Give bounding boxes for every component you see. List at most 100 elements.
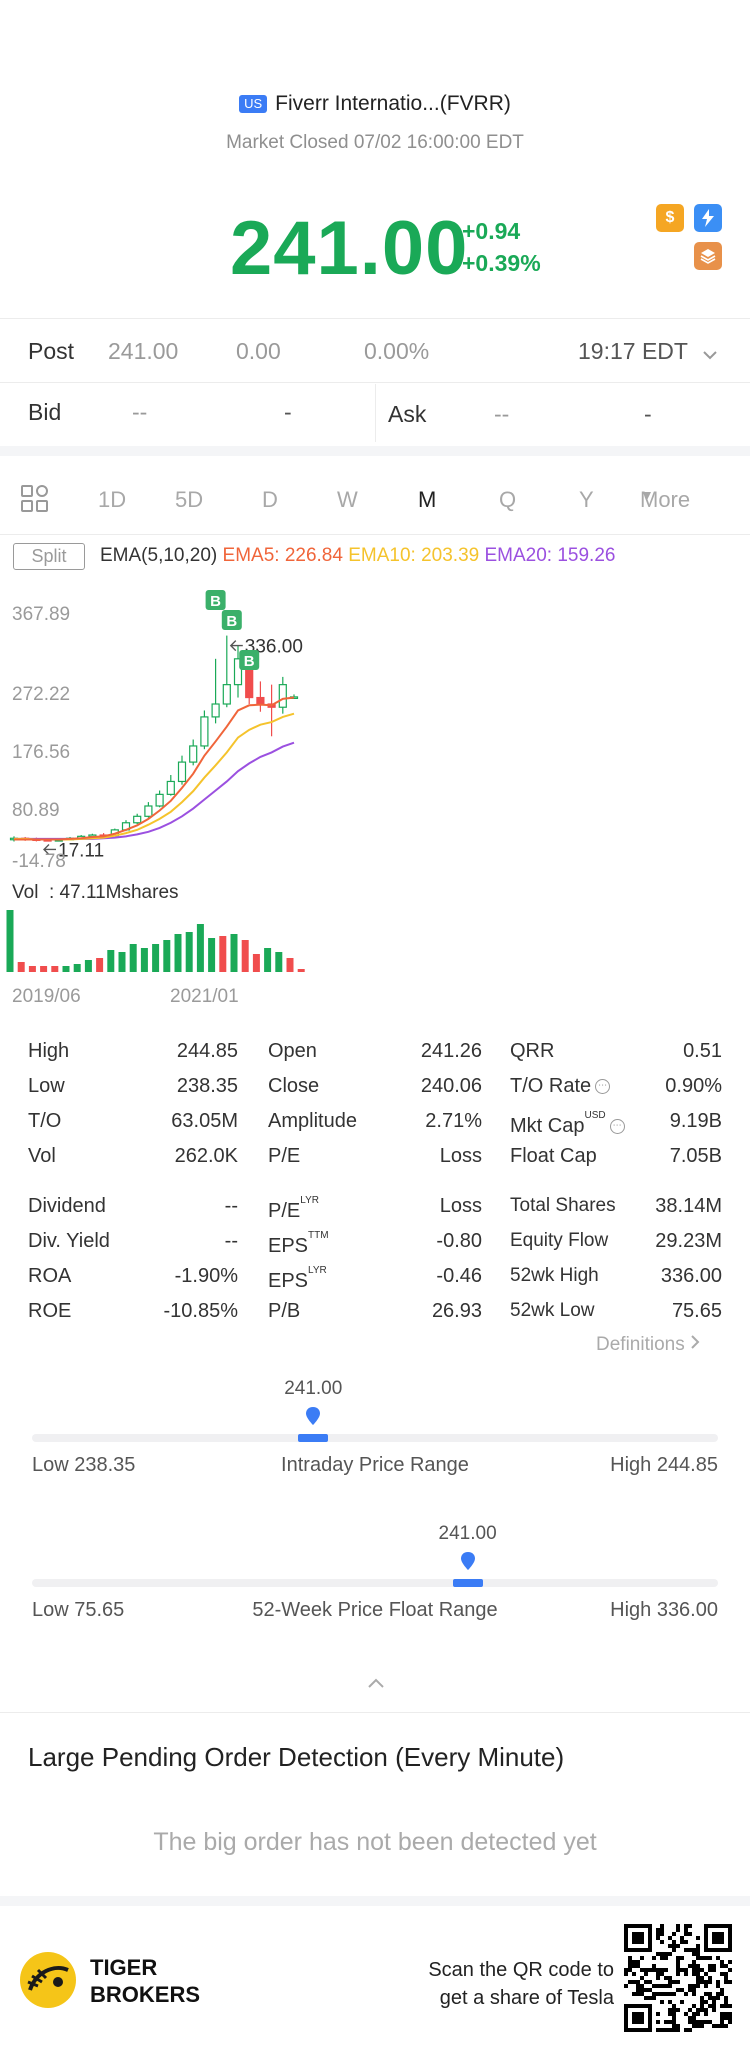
range-high: High 244.85 <box>610 1454 718 1476</box>
stock-title[interactable]: US Fiverr Internatio...(FVRR) <box>0 92 750 116</box>
qr-cta: Scan the QR code to get a share of Tesla <box>428 1956 614 2012</box>
candle-body <box>211 703 220 718</box>
qr-module <box>688 1924 692 1928</box>
qr-module <box>704 2012 708 2016</box>
qr-module <box>656 2012 660 2016</box>
stat-label: Vol <box>28 1145 56 1167</box>
qr-module <box>708 1996 712 2000</box>
qr-module <box>656 2028 660 2032</box>
qr-module <box>668 2012 672 2016</box>
tab-w[interactable]: W <box>337 487 358 512</box>
stat-value: Loss <box>439 1195 482 1217</box>
volume-bar <box>163 940 171 972</box>
stat-value: -10.85% <box>163 1300 239 1322</box>
qr-module <box>660 1928 664 1932</box>
chevron-up-icon[interactable] <box>366 1676 386 1694</box>
range-track <box>32 1434 718 1442</box>
stat-value: Loss <box>439 1145 482 1167</box>
qr-module <box>644 1968 648 1972</box>
stat-value: 240.06 <box>420 1075 482 1097</box>
qr-module <box>688 2008 692 2012</box>
qr-module <box>688 2028 692 2032</box>
qr-module <box>680 1936 684 1940</box>
qr-module <box>660 2000 664 2004</box>
qr-module <box>692 2020 696 2024</box>
tab-q[interactable]: Q <box>499 487 517 512</box>
candle-body <box>166 780 175 795</box>
tab-5d[interactable]: 5D <box>175 487 204 512</box>
qr-module <box>688 1932 692 1936</box>
range-current-value: 241.00 <box>284 1378 343 1399</box>
qr-module <box>700 1956 704 1960</box>
stat-value: -- <box>224 1195 238 1217</box>
qr-module <box>708 1976 712 1980</box>
qr-module <box>708 2020 712 2024</box>
stock-name: Fiverr Internatio...(FVRR) <box>275 92 511 115</box>
qr-module <box>716 1992 720 1996</box>
dollar-icon[interactable]: $ <box>656 204 684 232</box>
qr-module <box>668 1936 672 1940</box>
info-icon[interactable]: ⋯ <box>609 1119 625 1135</box>
low-arrow-icon <box>43 843 56 855</box>
qr-module <box>672 1980 676 1984</box>
qr-module <box>628 1956 632 1960</box>
price-change: +0.94 +0.39% <box>462 215 541 279</box>
qr-module <box>684 2028 688 2032</box>
qr-module <box>696 1976 700 1980</box>
qr-module <box>688 1948 692 1952</box>
tab-1d[interactable]: 1D <box>98 487 127 512</box>
qr-module <box>640 1956 644 1960</box>
qr-module <box>728 1980 732 1984</box>
tab-y[interactable]: Y <box>579 487 594 512</box>
qr-module <box>684 2012 688 2016</box>
stat-value: 241.26 <box>420 1040 482 1062</box>
qr-module <box>688 2020 692 2024</box>
definitions-link[interactable]: Definitions <box>596 1334 700 1356</box>
qr-module <box>720 1960 724 1964</box>
qr-module <box>696 1944 700 1948</box>
qr-module <box>720 2012 724 2016</box>
split-button[interactable]: Split <box>13 543 85 570</box>
qr-module <box>640 1976 644 1980</box>
qr-module <box>632 1964 636 1968</box>
qr-module <box>672 2012 676 2016</box>
qr-module <box>668 1952 672 1956</box>
post-time[interactable]: 19:17 EDT <box>578 338 718 366</box>
y-tick-label: -14.78 <box>12 851 66 872</box>
qr-module <box>700 1980 704 1984</box>
qr-module <box>644 1980 648 1984</box>
stat-label: Equity Flow <box>510 1230 609 1251</box>
x-tick-label: 2019/06 <box>12 986 81 1007</box>
tab-d[interactable]: D <box>262 487 278 512</box>
volume-label: Vol : 47.11Mshares <box>12 882 179 903</box>
qr-module <box>684 1924 688 1928</box>
volume-bar <box>140 948 148 972</box>
qr-module <box>668 1984 672 1988</box>
ema-legend[interactable]: EMA(5,10,20) EMA5: 226.84 EMA10: 203.39 … <box>100 545 615 567</box>
qr-module <box>664 1984 668 1988</box>
buy-marker-label: B <box>210 593 221 610</box>
qr-module <box>648 1980 652 1984</box>
qr-module <box>656 1952 660 1956</box>
stack-icon[interactable] <box>694 242 722 270</box>
qr-module <box>696 1948 700 1952</box>
qr-module <box>724 1964 728 1968</box>
qr-module <box>628 1980 632 1984</box>
chevron-down-icon <box>702 339 718 366</box>
cta-line1: Scan the QR code to <box>428 1959 614 1981</box>
qr-module <box>672 2016 676 2020</box>
qr-module <box>712 2024 716 2028</box>
qr-module <box>720 2020 724 2024</box>
qr-module <box>692 1968 696 1972</box>
tab-m[interactable]: M <box>418 487 437 512</box>
qr-module <box>716 1996 720 2000</box>
stat-label: P/E <box>268 1145 301 1167</box>
info-icon[interactable]: ⋯ <box>595 1079 611 1095</box>
high-price-label: 336.00 <box>245 637 303 658</box>
qr-module <box>728 1960 732 1964</box>
lightning-icon[interactable] <box>694 204 722 232</box>
ask-label: Ask <box>388 401 427 427</box>
volume-bar <box>17 962 25 972</box>
chart-layout-icon[interactable] <box>20 484 50 519</box>
